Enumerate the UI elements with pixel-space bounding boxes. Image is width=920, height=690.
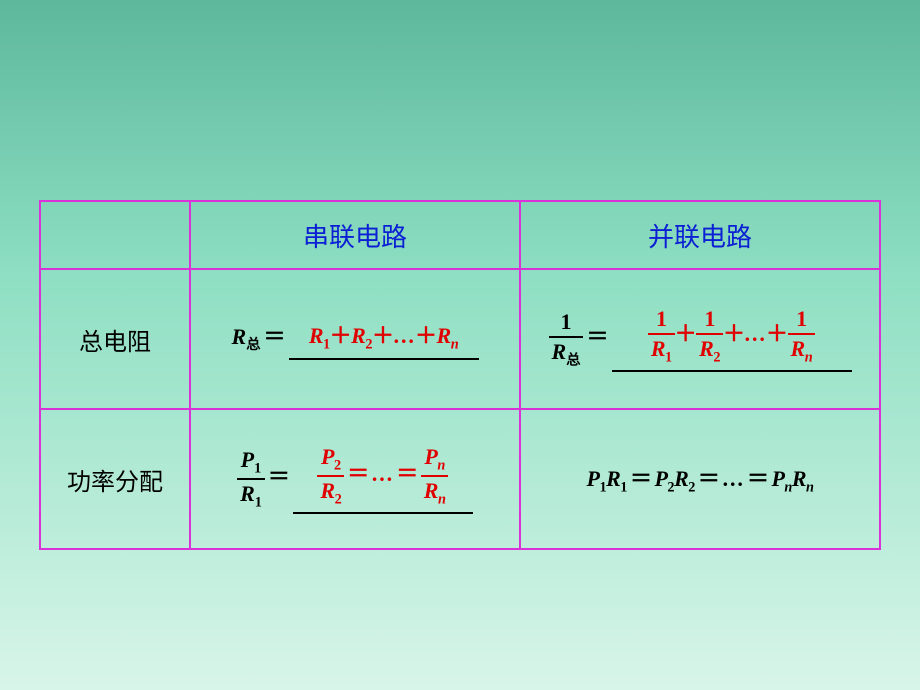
resistance-row: 总电阻 R总＝R1＋R2＋…＋Rn 1 R总 ＝ 1R1＋1R2＋…＋1Rn <box>40 269 880 409</box>
header-parallel-cell: 并联电路 <box>520 201 880 269</box>
resistance-parallel-cell: 1 R总 ＝ 1R1＋1R2＋…＋1Rn <box>520 269 880 409</box>
power-series-cell: P1 R1 ＝ P2R2＝…＝PnRn <box>190 409 520 549</box>
table-header-row: 串联电路 并联电路 <box>40 201 880 269</box>
circuit-formula-table: 串联电路 并联电路 总电阻 R总＝R1＋R2＋…＋Rn 1 R总 ＝ <box>39 200 881 550</box>
power-parallel-cell: P1R1＝P2R2＝…＝PnRn <box>520 409 880 549</box>
power-row: 功率分配 P1 R1 ＝ P2R2＝…＝PnRn P1R1＝P2R2＝…＝PnR… <box>40 409 880 549</box>
power-series-formula: P1 R1 ＝ P2R2＝…＝PnRn <box>237 444 473 515</box>
power-label: 功率分配 <box>67 470 163 496</box>
header-series-label: 串联电路 <box>303 223 407 252</box>
resistance-series-cell: R总＝R1＋R2＋…＋Rn <box>190 269 520 409</box>
header-blank-cell <box>40 201 190 269</box>
header-series-cell: 串联电路 <box>190 201 520 269</box>
header-parallel-label: 并联电路 <box>648 223 752 252</box>
resistance-parallel-formula: 1 R总 ＝ 1R1＋1R2＋…＋1Rn <box>549 306 852 372</box>
power-parallel-formula: P1R1＝P2R2＝…＝PnRn <box>587 461 814 496</box>
power-label-cell: 功率分配 <box>40 409 190 549</box>
resistance-label-cell: 总电阻 <box>40 269 190 409</box>
resistance-series-formula: R总＝R1＋R2＋…＋Rn <box>232 318 479 359</box>
resistance-label: 总电阻 <box>79 330 151 356</box>
